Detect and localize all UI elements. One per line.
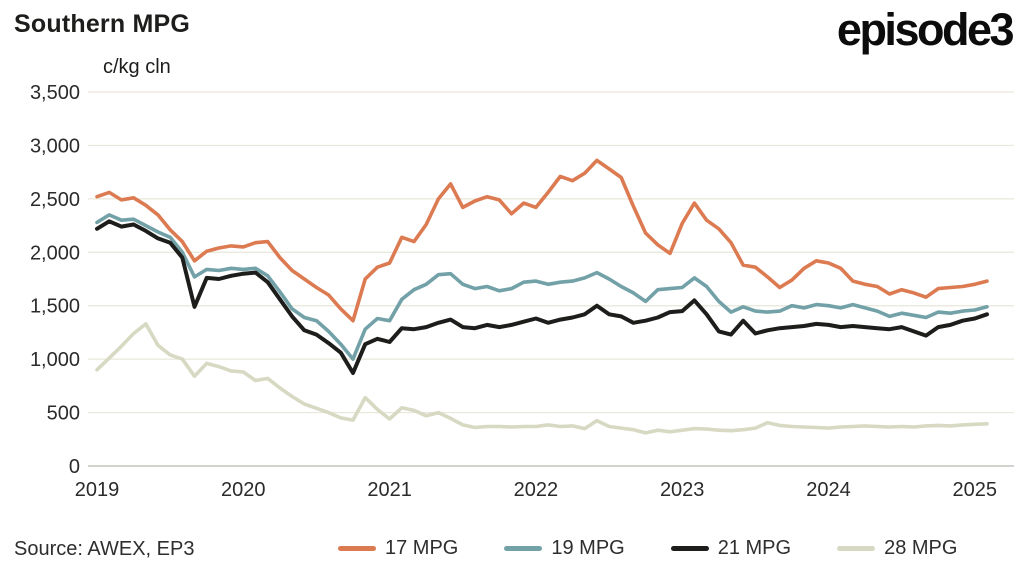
legend-swatch (670, 546, 709, 551)
y-tick-label: 2,000 (30, 242, 80, 264)
y-tick-label: 3,500 (30, 82, 80, 104)
y-tick-label: 500 (47, 403, 80, 425)
x-tick-label: 2021 (367, 479, 412, 501)
series-line-28-mpg (95, 322, 989, 435)
x-tick-label: 2023 (660, 479, 705, 501)
y-tick-label: 1,000 (30, 349, 80, 371)
y-axis-unit-label: c/kg cln (103, 56, 171, 78)
legend-label: 19 MPG (551, 537, 625, 559)
x-tick-label: 2019 (75, 479, 120, 501)
y-tick-label: 2,500 (30, 189, 80, 211)
legend-item-21-mpg: 21 MPG (670, 537, 792, 560)
legend-item-19-mpg: 19 MPG (504, 537, 625, 560)
y-tick-label: 1,500 (30, 296, 80, 318)
series-line-21-mpg (95, 219, 989, 375)
series-line-17-mpg (95, 158, 989, 323)
y-tick-label: 0 (69, 456, 80, 478)
legend: 17 MPG 19 MPG 21 MPG 28 MPG (338, 537, 957, 560)
legend-label: 17 MPG (385, 537, 459, 559)
legend-swatch (338, 546, 376, 551)
legend-swatch (837, 546, 876, 551)
legend-label: 28 MPG (884, 537, 958, 559)
legend-label: 21 MPG (717, 537, 792, 559)
page-title: Southern MPG (14, 10, 191, 38)
source-note: Source: AWEX, EP3 (14, 538, 195, 560)
legend-item-17-mpg: 17 MPG (338, 537, 458, 560)
legend-item-28-mpg: 28 MPG (837, 537, 957, 560)
x-tick-label: 2022 (514, 479, 559, 501)
episode3-logo: episode3 (836, 4, 1015, 55)
series-line-19-mpg (95, 213, 989, 361)
x-tick-label: 2025 (953, 479, 998, 501)
x-tick-label: 2024 (806, 479, 851, 501)
y-tick-label: 3,000 (30, 135, 80, 157)
x-tick-label: 2020 (221, 479, 266, 501)
legend-swatch (504, 546, 543, 551)
